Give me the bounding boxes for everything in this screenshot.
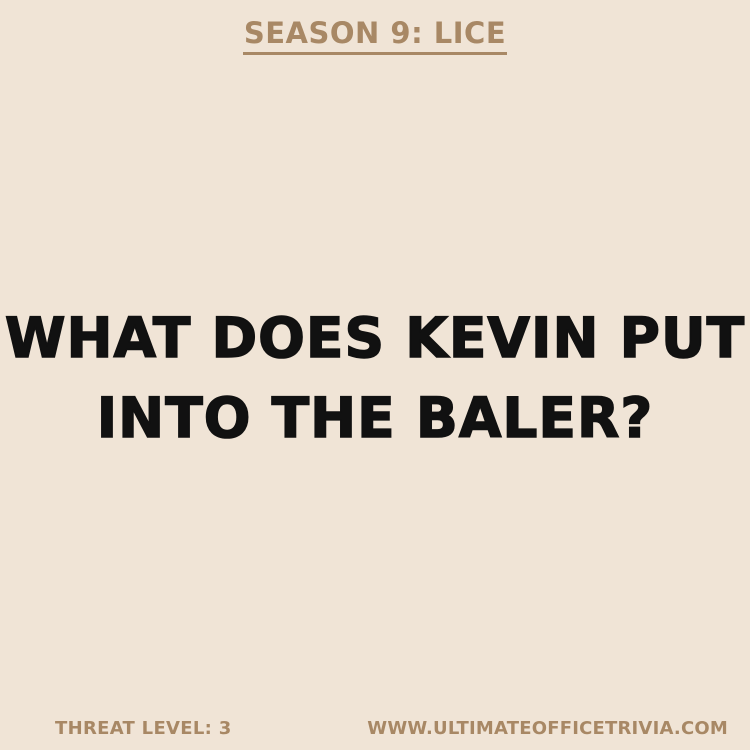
header: SEASON 9: LICE xyxy=(0,14,750,55)
trivia-question: WHAT DOES KEVIN PUT INTO THE BALER? xyxy=(0,298,750,458)
season-title: SEASON 9: LICE xyxy=(242,14,508,55)
threat-level: THREAT LEVEL: 3 xyxy=(55,718,232,739)
website-url: WWW.ULTIMATEOFFICETRIVIA.COM xyxy=(367,718,728,739)
question-line-1: WHAT DOES KEVIN PUT xyxy=(4,305,746,371)
question-line-2: INTO THE BALER? xyxy=(96,385,654,451)
